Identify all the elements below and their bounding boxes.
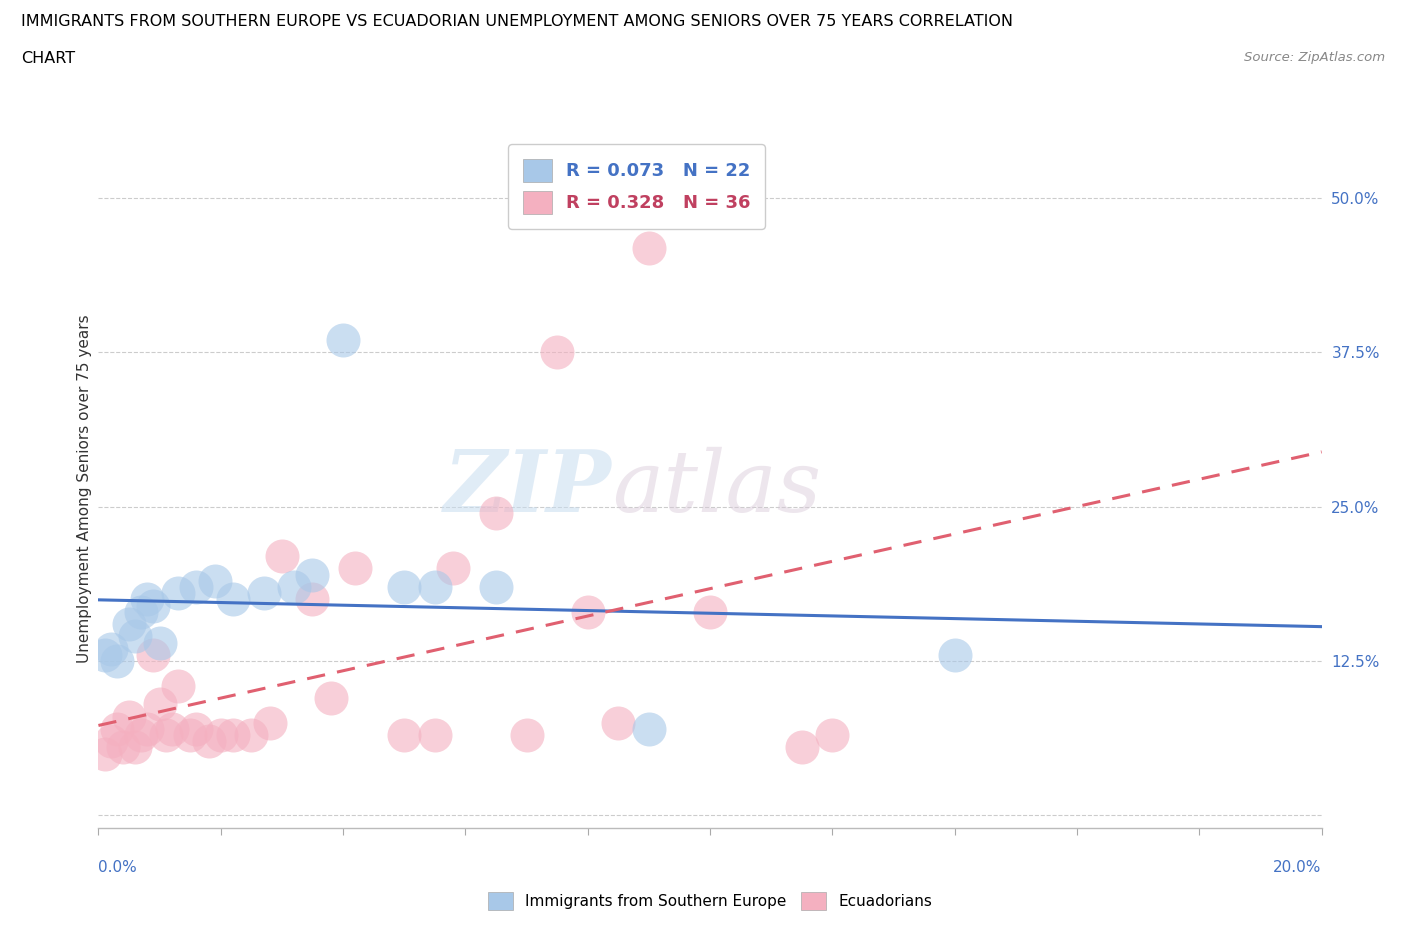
Text: Source: ZipAtlas.com: Source: ZipAtlas.com	[1244, 51, 1385, 64]
Text: atlas: atlas	[612, 447, 821, 529]
Point	[423, 579, 446, 594]
Point	[167, 678, 190, 693]
Point	[124, 740, 146, 755]
Point	[485, 506, 508, 521]
Point	[167, 586, 190, 601]
Y-axis label: Unemployment Among Seniors over 75 years: Unemployment Among Seniors over 75 years	[77, 314, 91, 662]
Point	[790, 740, 813, 755]
Point	[118, 710, 141, 724]
Point	[637, 240, 661, 255]
Text: ZIP: ZIP	[444, 446, 612, 530]
Point	[179, 727, 201, 742]
Point	[821, 727, 844, 742]
Text: CHART: CHART	[21, 51, 75, 66]
Point	[222, 727, 245, 742]
Point	[301, 591, 323, 606]
Text: IMMIGRANTS FROM SOUTHERN EUROPE VS ECUADORIAN UNEMPLOYMENT AMONG SENIORS OVER 75: IMMIGRANTS FROM SOUTHERN EUROPE VS ECUAD…	[21, 14, 1014, 29]
Point	[222, 591, 245, 606]
Point	[105, 722, 128, 737]
Point	[136, 591, 159, 606]
Point	[197, 734, 219, 749]
Point	[209, 727, 232, 742]
Point	[485, 579, 508, 594]
Point	[186, 722, 208, 737]
Point	[516, 727, 538, 742]
Point	[699, 604, 721, 619]
Point	[943, 647, 966, 662]
Point	[270, 549, 292, 564]
Point	[186, 579, 208, 594]
Point	[149, 635, 172, 650]
Point	[149, 697, 172, 711]
Point	[105, 654, 128, 669]
Point	[204, 574, 226, 589]
Point	[392, 579, 416, 594]
Legend: Immigrants from Southern Europe, Ecuadorians: Immigrants from Southern Europe, Ecuador…	[482, 886, 938, 916]
Point	[252, 586, 274, 601]
Point	[142, 647, 165, 662]
Point	[259, 715, 281, 730]
Point	[441, 561, 464, 576]
Point	[155, 727, 177, 742]
Point	[93, 647, 115, 662]
Point	[423, 727, 446, 742]
Point	[344, 561, 367, 576]
Point	[576, 604, 599, 619]
Point	[546, 345, 568, 360]
Point	[301, 567, 323, 582]
Point	[240, 727, 263, 742]
Point	[111, 740, 134, 755]
Point	[93, 746, 115, 761]
Point	[124, 629, 146, 644]
Point	[160, 722, 183, 737]
Point	[392, 727, 416, 742]
Point	[332, 333, 354, 348]
Point	[319, 691, 342, 706]
Point	[637, 722, 661, 737]
Point	[100, 642, 122, 657]
Point	[118, 617, 141, 631]
Point	[100, 734, 122, 749]
Text: 20.0%: 20.0%	[1274, 860, 1322, 875]
Point	[129, 604, 152, 619]
Point	[607, 715, 630, 730]
Point	[136, 722, 159, 737]
Point	[283, 579, 305, 594]
Point	[142, 598, 165, 613]
Text: 0.0%: 0.0%	[98, 860, 138, 875]
Point	[129, 727, 152, 742]
